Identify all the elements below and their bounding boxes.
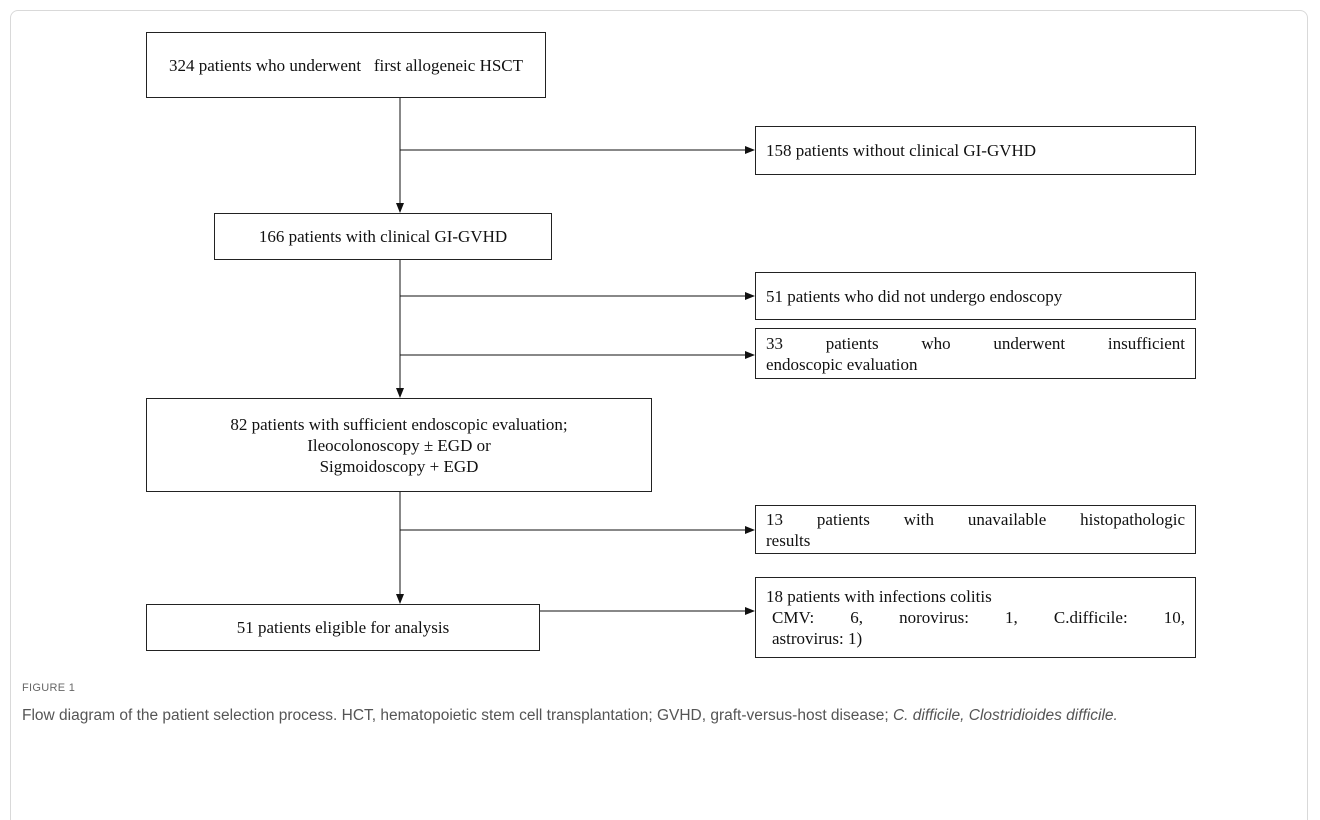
exclusion-box: 51 patients who did not undergo endoscop… — [755, 272, 1196, 320]
caption-text: Flow diagram of the patient selection pr… — [22, 707, 893, 724]
box-text: 13 patients with unavailable histopathol… — [766, 509, 1185, 529]
box-text: results — [766, 530, 811, 550]
box-text: Ileocolonoscopy ± EGD or — [307, 435, 491, 455]
box-text: 166 patients with clinical GI-GVHD — [258, 227, 508, 246]
step-box: 51 patients eligible for analysis — [146, 604, 540, 651]
box-text: 51 patients who did not undergo endoscop… — [766, 286, 1063, 306]
figure-frame — [10, 10, 1308, 820]
box-text: Sigmoidoscopy + EGD — [319, 456, 479, 476]
box-text: 33 patients who underwent insufficient — [766, 333, 1185, 353]
exclusion-box: 18 patients with infections colitis CMV:… — [755, 577, 1196, 658]
step-box: 324 patients who underwent first allogen… — [146, 32, 546, 98]
box-text: 158 patients without clinical GI-GVHD — [766, 141, 1037, 160]
box-text: 51 patients eligible for analysis — [236, 618, 450, 637]
box-text: CMV: 6, norovirus: 1, C.difficile: 10, — [772, 608, 1185, 627]
figure-caption: Flow diagram of the patient selection pr… — [22, 704, 1267, 727]
box-text: 18 patients with infections colitis — [766, 587, 992, 606]
exclusion-box: 158 patients without clinical GI-GVHD — [755, 126, 1196, 175]
step-box: 82 patients with sufficient endoscopic e… — [146, 398, 652, 492]
box-text: 324 patients who underwent first allogen… — [168, 55, 524, 75]
box-text: endoscopic evaluation — [766, 354, 918, 374]
box-text: 82 patients with sufficient endoscopic e… — [230, 414, 568, 434]
exclusion-box: 33 patients who underwent insufficient e… — [755, 328, 1196, 379]
box-text: astrovirus: 1) — [772, 629, 863, 648]
step-box: 166 patients with clinical GI-GVHD — [214, 213, 552, 260]
caption-italic: C. difficile, Clostridioides difficile. — [892, 707, 1118, 724]
exclusion-box: 13 patients with unavailable histopathol… — [755, 505, 1196, 554]
figure-label: FIGURE 1 — [22, 682, 76, 694]
